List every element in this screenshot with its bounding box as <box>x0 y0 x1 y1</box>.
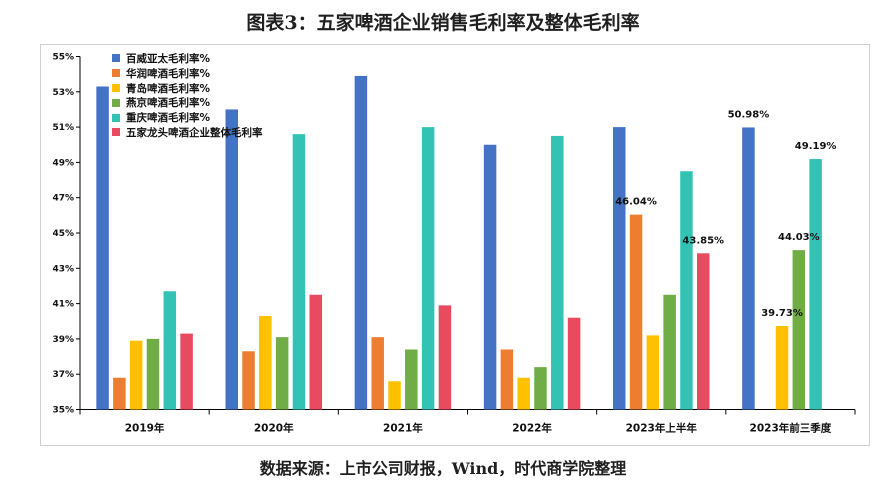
data-label: 46.04% <box>615 197 657 208</box>
y-tick-label: 53% <box>52 88 74 98</box>
bar <box>438 305 452 410</box>
x-tick-label: 2023年上半年 <box>626 422 698 435</box>
bar <box>500 349 514 410</box>
legend-item: 百威亚太毛利率% <box>112 51 263 66</box>
legend-label: 重庆啤酒毛利率% <box>126 112 211 125</box>
bar <box>129 340 143 410</box>
bar <box>225 109 238 410</box>
y-tick-label: 35% <box>52 406 74 416</box>
y-tick-label: 45% <box>52 229 74 239</box>
bar <box>483 144 497 410</box>
bar <box>354 75 368 410</box>
y-tick-label: 41% <box>52 300 74 310</box>
bar <box>275 337 289 410</box>
chart-legend: 百威亚太毛利率% 华润啤酒毛利率% 青岛啤酒毛利率% 燕京啤酒毛利率% 重庆啤酒毛利率%… <box>112 51 263 140</box>
y-tick-label: 51% <box>52 123 74 133</box>
y-tick-label: 43% <box>52 264 74 274</box>
y-tick-label: 39% <box>52 335 74 345</box>
bar <box>567 317 581 410</box>
legend-swatch <box>112 128 120 137</box>
bar <box>534 367 547 410</box>
data-label: 49.19% <box>795 141 837 152</box>
y-tick-label: 49% <box>52 158 74 168</box>
y-tick-label: 47% <box>52 194 74 204</box>
legend-item: 青岛啤酒毛利率% <box>112 81 263 96</box>
bar <box>309 294 322 410</box>
legend-swatch <box>112 98 120 107</box>
bar <box>517 377 530 410</box>
legend-label: 华润啤酒毛利率% <box>126 67 211 80</box>
bar <box>646 335 660 410</box>
x-tick-label: 2022年 <box>512 422 552 435</box>
bar <box>809 159 822 410</box>
y-tick-label: 55% <box>52 53 74 63</box>
bar <box>96 86 109 410</box>
legend-swatch <box>112 113 120 122</box>
bar <box>742 127 755 410</box>
bar <box>792 250 806 410</box>
data-label: 44.03% <box>778 232 820 243</box>
bar <box>146 338 160 410</box>
bar <box>388 381 401 410</box>
data-label: 43.85% <box>682 235 724 246</box>
x-tick-label: 2020年 <box>254 422 294 435</box>
bar <box>613 127 626 410</box>
bar <box>180 333 193 410</box>
y-tick-label: 37% <box>52 370 74 380</box>
x-tick-label: 2021年 <box>383 422 423 435</box>
x-tick-label: 2019年 <box>125 422 165 435</box>
data-label: 39.73% <box>761 308 803 319</box>
chart-title: 图表3：五家啤酒企业销售毛利率及整体毛利率 <box>246 12 640 34</box>
bar <box>697 253 710 410</box>
bar <box>292 134 306 410</box>
chart-frame <box>40 44 870 446</box>
bar <box>421 127 435 410</box>
bar <box>242 351 255 410</box>
bar <box>113 377 126 410</box>
legend-label: 百威亚太毛利率% <box>126 52 211 65</box>
legend-item: 重庆啤酒毛利率% <box>112 110 263 125</box>
bar <box>405 349 418 410</box>
legend-label: 青岛啤酒毛利率% <box>126 82 211 95</box>
bar <box>371 337 384 410</box>
data-label: 50.98% <box>728 109 770 120</box>
legend-item: 燕京啤酒毛利率% <box>112 95 263 110</box>
legend-swatch <box>112 54 120 63</box>
legend-item: 五家龙头啤酒企业整体毛利率 <box>112 125 263 140</box>
bar <box>629 214 643 410</box>
bar <box>663 294 676 410</box>
bar <box>551 135 564 410</box>
data-source-note: 数据来源：上市公司财报，Wind，时代商学院整理 <box>259 459 627 478</box>
x-tick-label: 2023年前三季度 <box>750 422 832 435</box>
bar <box>775 326 789 410</box>
bar <box>680 171 693 410</box>
legend-label: 五家龙头啤酒企业整体毛利率 <box>126 126 263 139</box>
legend-swatch <box>112 83 120 92</box>
legend-item: 华润啤酒毛利率% <box>112 66 263 81</box>
bar <box>259 315 272 410</box>
bar <box>163 291 177 410</box>
legend-swatch <box>112 69 120 78</box>
legend-label: 燕京啤酒毛利率% <box>126 97 211 110</box>
